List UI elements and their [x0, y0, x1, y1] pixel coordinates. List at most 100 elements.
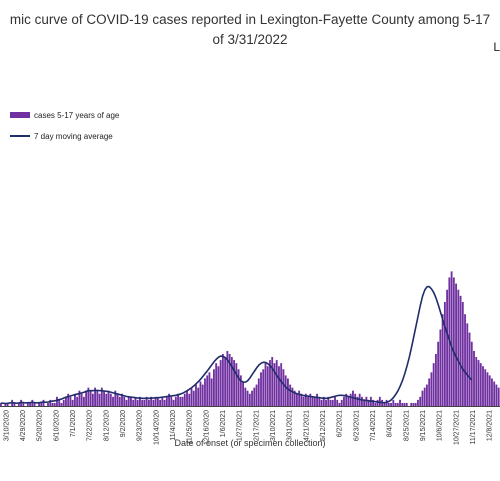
x-tick-label: 7/14/2021: [370, 410, 377, 441]
bar: [186, 390, 188, 406]
bar: [390, 402, 392, 406]
bar: [107, 390, 110, 406]
x-tick-label: 11/4/2020: [170, 410, 177, 441]
legend-swatch-bar: [10, 112, 30, 118]
bar: [455, 283, 457, 406]
bar: [318, 396, 321, 406]
bar: [426, 384, 428, 406]
bar: [313, 396, 316, 406]
bar: [42, 399, 45, 406]
x-tick-label: 1/27/2021: [237, 410, 244, 441]
bar: [246, 390, 249, 406]
bar: [329, 399, 332, 406]
bar: [322, 396, 325, 406]
bars: [0, 271, 500, 406]
bar: [226, 350, 229, 406]
bar: [82, 396, 85, 406]
bar: [188, 393, 191, 406]
bar: [401, 402, 404, 406]
x-tick-labels: 3/10/2020 4/29/2020 5/20/2020 6/10/2020 7/1/…: [3, 410, 493, 445]
bar: [136, 399, 139, 406]
bar: [295, 393, 298, 406]
bar: [217, 366, 220, 406]
bar: [170, 396, 173, 406]
x-tick-label: 10/27/2021: [453, 410, 460, 445]
x-tick-label: 10/14/2020: [153, 410, 160, 445]
bar: [114, 390, 117, 406]
bar: [89, 390, 92, 406]
x-tick-label: 7/22/2020: [87, 410, 94, 441]
bar: [446, 289, 449, 406]
bar: [327, 396, 330, 406]
bar: [410, 402, 413, 406]
x-tick-label: 1/6/2021: [220, 410, 227, 437]
x-tick-label: 10/6/2021: [437, 410, 444, 441]
bar: [387, 402, 390, 406]
x-tick-label: 4/29/2020: [20, 410, 27, 441]
bar: [127, 396, 130, 406]
bar: [199, 381, 202, 406]
bar: [168, 393, 170, 406]
bar: [491, 378, 493, 406]
bar: [347, 396, 350, 406]
bar: [141, 399, 144, 406]
bar: [412, 402, 415, 406]
bar: [248, 393, 251, 406]
x-tick-label: 9/15/2021: [420, 410, 427, 441]
bar: [201, 384, 204, 406]
bar: [343, 396, 345, 406]
bar: [437, 341, 440, 406]
bar: [6, 402, 9, 406]
bar: [403, 402, 406, 406]
chart-legend: cases 5-17 years of age 7 day moving ave…: [10, 108, 119, 150]
bar: [430, 372, 433, 406]
bar: [434, 353, 437, 406]
x-tick-label: 11/17/2021: [470, 410, 477, 445]
bar: [340, 399, 343, 406]
bar: [367, 399, 370, 406]
bar: [239, 375, 242, 406]
bar: [470, 341, 473, 406]
bar: [76, 396, 79, 406]
bar: [477, 360, 480, 406]
bar: [443, 301, 446, 406]
bar: [132, 399, 135, 406]
bar: [230, 357, 233, 406]
bar: [183, 393, 186, 406]
bar: [38, 402, 40, 406]
bar: [56, 396, 58, 406]
bar: [206, 375, 209, 406]
bar: [69, 396, 72, 406]
bar: [143, 399, 146, 406]
bar: [266, 366, 269, 406]
bar: [242, 381, 244, 406]
bar: [378, 396, 381, 406]
bar: [396, 402, 399, 406]
bar: [98, 393, 101, 406]
bar: [468, 332, 471, 406]
bar: [91, 393, 94, 406]
x-tick-label: 12/16/2020: [203, 410, 210, 445]
corner-text: L: [493, 40, 500, 54]
legend-entry-bars: cases 5-17 years of age: [10, 108, 119, 122]
x-tick-label: 11/25/2020: [187, 410, 194, 445]
bar: [165, 396, 168, 406]
x-tick-label: 8/25/2021: [403, 410, 410, 441]
bar: [147, 399, 150, 406]
bar: [360, 396, 363, 406]
bar: [376, 399, 379, 406]
bar: [94, 387, 97, 406]
bar: [302, 396, 305, 406]
bar: [394, 402, 397, 406]
bar: [363, 399, 366, 406]
bar: [275, 360, 278, 406]
legend-label-line: 7 day moving average: [34, 131, 113, 141]
bar: [309, 393, 312, 406]
bar: [96, 390, 99, 406]
bar: [67, 393, 70, 406]
legend-entry-line: 7 day moving average: [10, 129, 119, 143]
bar: [224, 357, 227, 406]
bar: [374, 402, 377, 406]
bar: [383, 402, 386, 406]
